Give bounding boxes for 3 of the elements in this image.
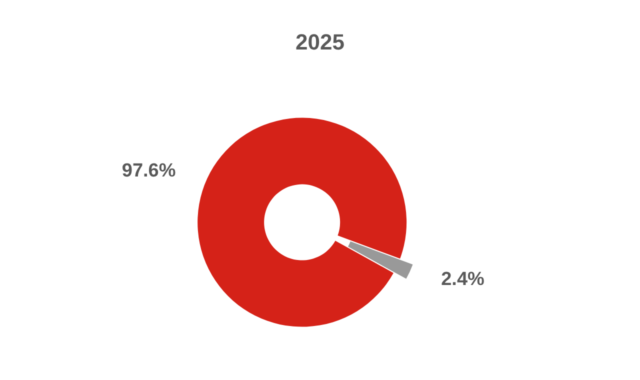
data-label: 2.4% <box>441 268 485 290</box>
data-label: 97.6% <box>122 160 176 182</box>
chart-title: 2025 <box>296 30 344 54</box>
